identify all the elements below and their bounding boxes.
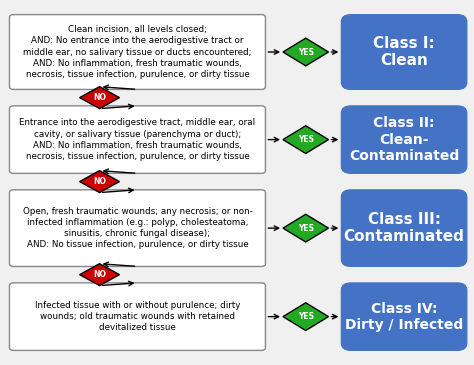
Polygon shape [283,38,328,66]
Text: Class II:
Clean-
Contaminated: Class II: Clean- Contaminated [349,116,459,163]
FancyBboxPatch shape [341,15,467,89]
Text: YES: YES [298,47,314,57]
Polygon shape [283,303,328,331]
FancyBboxPatch shape [9,190,265,266]
Text: YES: YES [298,312,314,321]
Text: NO: NO [93,270,106,279]
FancyBboxPatch shape [341,190,467,266]
FancyBboxPatch shape [9,106,265,173]
Text: Infected tissue with or without purulence; dirty
wounds; old traumatic wounds wi: Infected tissue with or without purulenc… [35,301,240,332]
Text: YES: YES [298,224,314,233]
Polygon shape [80,171,119,193]
Text: Open, fresh traumatic wounds; any necrosis; or non-
infected inflammation (e.g.:: Open, fresh traumatic wounds; any necros… [23,207,252,249]
Polygon shape [80,264,119,285]
FancyBboxPatch shape [9,15,265,89]
Text: Clean incision, all levels closed;
AND: No entrance into the aerodigestive tract: Clean incision, all levels closed; AND: … [23,25,252,79]
Text: Class III:
Contaminated: Class III: Contaminated [344,212,465,244]
Polygon shape [80,87,119,109]
Text: NO: NO [93,177,106,186]
Text: Entrance into the aerodigestive tract, middle ear, oral
cavity, or salivary tiss: Entrance into the aerodigestive tract, m… [19,119,255,161]
Text: Class I:
Clean: Class I: Clean [373,36,435,68]
Polygon shape [283,214,328,242]
FancyBboxPatch shape [341,106,467,173]
FancyBboxPatch shape [9,283,265,350]
Polygon shape [283,126,328,154]
Text: NO: NO [93,93,106,102]
FancyBboxPatch shape [341,283,467,350]
Text: Class IV:
Dirty / Infected: Class IV: Dirty / Infected [345,301,463,332]
Text: YES: YES [298,135,314,144]
